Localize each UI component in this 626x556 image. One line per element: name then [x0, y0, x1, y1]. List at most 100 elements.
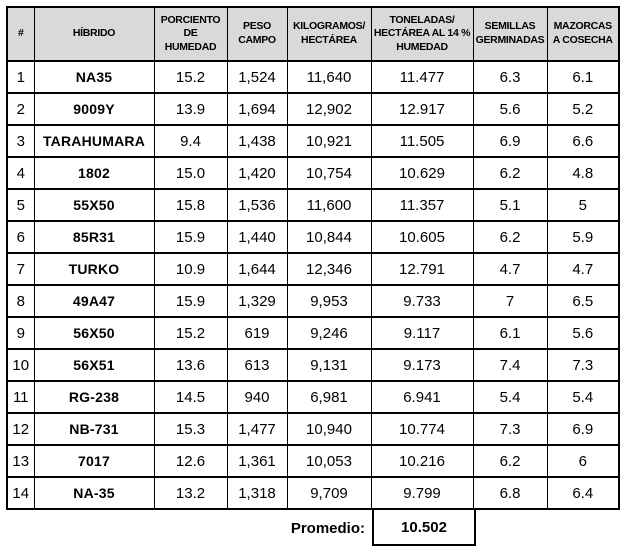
hybrid-cell: NB-731 — [33, 412, 155, 446]
row-number-cell: 4 — [6, 156, 35, 190]
promedio-value: 10.502 — [401, 518, 447, 536]
table-row: 9 56X50 15.2 619 9,246 9.117 6.1 5.6 — [6, 316, 620, 350]
semillas-cell: 4.7 — [472, 252, 548, 286]
humedad-cell: 10.9 — [153, 252, 228, 286]
header-row: # HÍBRIDO PORCIENTO DE HUMEDAD PESO CAMP… — [6, 6, 620, 62]
kilogramos-cell: 12,902 — [286, 92, 372, 126]
humedad-cell: 15.8 — [153, 188, 228, 222]
kilogramos-cell: 10,921 — [286, 124, 372, 158]
humedad-cell: 13.2 — [153, 476, 228, 510]
humedad-cell: 9.4 — [153, 124, 228, 158]
table-row: 7 TURKO 10.9 1,644 12,346 12.791 4.7 4.7 — [6, 252, 620, 286]
peso-campo-cell: 1,361 — [226, 444, 288, 478]
table-row: 2 9009Y 13.9 1,694 12,902 12.917 5.6 5.2 — [6, 92, 620, 126]
semillas-cell: 6.8 — [472, 476, 548, 510]
semillas-cell: 5.6 — [472, 92, 548, 126]
semillas-cell: 5.1 — [472, 188, 548, 222]
promedio-value-box: 10.502 — [372, 510, 476, 546]
row-number-cell: 2 — [6, 92, 35, 126]
kilogramos-cell: 9,246 — [286, 316, 372, 350]
hybrid-cell: 1802 — [33, 156, 155, 190]
table-row: 6 85R31 15.9 1,440 10,844 10.605 6.2 5.9 — [6, 220, 620, 254]
humedad-cell: 14.5 — [153, 380, 228, 414]
hybrid-cell: NA-35 — [33, 476, 155, 510]
table-row: 13 7017 12.6 1,361 10,053 10.216 6.2 6 — [6, 444, 620, 478]
peso-campo-cell: 1,318 — [226, 476, 288, 510]
table-row: 14 NA-35 13.2 1,318 9,709 9.799 6.8 6.4 — [6, 476, 620, 510]
semillas-cell: 7 — [472, 284, 548, 318]
row-number-cell: 1 — [6, 60, 35, 94]
peso-campo-cell: 613 — [226, 348, 288, 382]
mazorcas-cell: 6.9 — [546, 412, 620, 446]
hybrid-cell: 56X51 — [33, 348, 155, 382]
peso-campo-cell: 1,440 — [226, 220, 288, 254]
toneladas-cell: 12.917 — [370, 92, 474, 126]
kilogramos-cell: 9,953 — [286, 284, 372, 318]
hybrid-cell: 49A47 — [33, 284, 155, 318]
semillas-cell: 6.9 — [472, 124, 548, 158]
column-header-toneladas: TONELADAS/ HECTÁREA AL 14 % HUMEDAD — [370, 6, 474, 62]
kilogramos-cell: 10,844 — [286, 220, 372, 254]
mazorcas-cell: 7.3 — [546, 348, 620, 382]
toneladas-cell: 9.799 — [370, 476, 474, 510]
toneladas-cell: 9.173 — [370, 348, 474, 382]
hybrid-cell: 56X50 — [33, 316, 155, 350]
mazorcas-cell: 5 — [546, 188, 620, 222]
hybrid-cell: TARAHUMARA — [33, 124, 155, 158]
promedio-row: Promedio: 10.502 — [6, 510, 618, 546]
toneladas-cell: 11.357 — [370, 188, 474, 222]
hybrid-cell: 55X50 — [33, 188, 155, 222]
kilogramos-cell: 9,131 — [286, 348, 372, 382]
column-header-kilogramos: KILOGRAMOS/ HECTÁREA — [286, 6, 372, 62]
humedad-cell: 13.9 — [153, 92, 228, 126]
table-row: 11 RG-238 14.5 940 6,981 6.941 5.4 5.4 — [6, 380, 620, 414]
column-header-semillas: SEMILLAS GERMINADAS — [472, 6, 548, 62]
toneladas-cell: 12.791 — [370, 252, 474, 286]
hybrid-cell: NA35 — [33, 60, 155, 94]
semillas-cell: 7.3 — [472, 412, 548, 446]
table-row: 1 NA35 15.2 1,524 11,640 11.477 6.3 6.1 — [6, 60, 620, 94]
row-number-cell: 6 — [6, 220, 35, 254]
kilogramos-cell: 10,940 — [286, 412, 372, 446]
hybrid-cell: 85R31 — [33, 220, 155, 254]
column-header-number: # — [6, 6, 35, 62]
table-row: 4 1802 15.0 1,420 10,754 10.629 6.2 4.8 — [6, 156, 620, 190]
peso-campo-cell: 619 — [226, 316, 288, 350]
mazorcas-cell: 6.6 — [546, 124, 620, 158]
mazorcas-cell: 4.8 — [546, 156, 620, 190]
mazorcas-cell: 6.4 — [546, 476, 620, 510]
humedad-cell: 15.0 — [153, 156, 228, 190]
semillas-cell: 6.1 — [472, 316, 548, 350]
hybrid-cell: TURKO — [33, 252, 155, 286]
table-header: # HÍBRIDO PORCIENTO DE HUMEDAD PESO CAMP… — [6, 6, 620, 62]
table-row: 8 49A47 15.9 1,329 9,953 9.733 7 6.5 — [6, 284, 620, 318]
toneladas-cell: 10.216 — [370, 444, 474, 478]
semillas-cell: 6.2 — [472, 220, 548, 254]
peso-campo-cell: 1,694 — [226, 92, 288, 126]
peso-campo-cell: 1,524 — [226, 60, 288, 94]
peso-campo-cell: 1,644 — [226, 252, 288, 286]
semillas-cell: 6.3 — [472, 60, 548, 94]
column-header-hibrido: HÍBRIDO — [33, 6, 155, 62]
hybrid-cell: 9009Y — [33, 92, 155, 126]
mazorcas-cell: 6 — [546, 444, 620, 478]
toneladas-cell: 9.117 — [370, 316, 474, 350]
row-number-cell: 14 — [6, 476, 35, 510]
row-number-cell: 9 — [6, 316, 35, 350]
row-number-cell: 13 — [6, 444, 35, 478]
humedad-cell: 15.9 — [153, 220, 228, 254]
peso-campo-cell: 1,329 — [226, 284, 288, 318]
hybrid-cell: 7017 — [33, 444, 155, 478]
semillas-cell: 6.2 — [472, 156, 548, 190]
row-number-cell: 10 — [6, 348, 35, 382]
row-number-cell: 7 — [6, 252, 35, 286]
kilogramos-cell: 10,754 — [286, 156, 372, 190]
semillas-cell: 5.4 — [472, 380, 548, 414]
semillas-cell: 6.2 — [472, 444, 548, 478]
kilogramos-cell: 12,346 — [286, 252, 372, 286]
humedad-cell: 15.2 — [153, 316, 228, 350]
row-number-cell: 8 — [6, 284, 35, 318]
peso-campo-cell: 940 — [226, 380, 288, 414]
humedad-cell: 13.6 — [153, 348, 228, 382]
